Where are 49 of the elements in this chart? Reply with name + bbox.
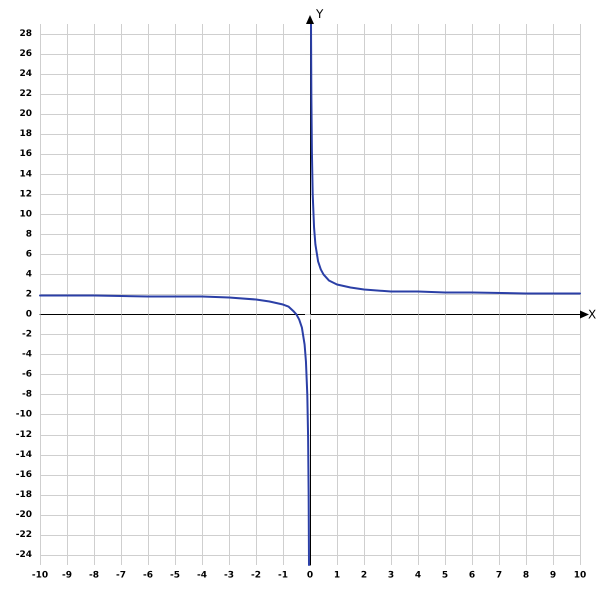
y-tick-label: 6 bbox=[26, 249, 32, 260]
x-tick-label: -5 bbox=[170, 570, 180, 580]
x-tick-label: 9 bbox=[550, 570, 556, 580]
y-tick-label: -24 bbox=[16, 550, 32, 560]
y-tick-label: 26 bbox=[19, 49, 32, 60]
y-tick-label: -8 bbox=[22, 390, 32, 400]
y-tick-label: 22 bbox=[19, 89, 32, 100]
y-tick-label: -16 bbox=[16, 470, 32, 480]
x-tick-label: 4 bbox=[414, 570, 422, 580]
x-tick-label: -4 bbox=[197, 570, 207, 580]
x-tick-label: 10 bbox=[574, 570, 586, 580]
x-tick-label: -7 bbox=[116, 570, 126, 580]
x-tick-label: -1 bbox=[278, 570, 288, 580]
x-tick-label: -3 bbox=[224, 570, 234, 580]
y-tick-label: 10 bbox=[19, 209, 32, 220]
y-tick-label: 4 bbox=[26, 269, 32, 280]
x-tick-label: 8 bbox=[522, 570, 530, 580]
y-tick-label: 14 bbox=[19, 169, 32, 180]
y-tick-label: -12 bbox=[16, 430, 32, 440]
y-tick-label: -14 bbox=[16, 450, 32, 460]
y-tick-label: 20 bbox=[19, 109, 32, 120]
y-axis-title: Y bbox=[315, 7, 324, 21]
y-tick-label: -18 bbox=[16, 490, 32, 500]
y-tick-label: 8 bbox=[26, 229, 32, 240]
y-tick-label: -6 bbox=[22, 370, 32, 380]
y-tick-label: 18 bbox=[19, 129, 32, 140]
x-tick-label: -6 bbox=[143, 570, 153, 580]
x-tick-label: 6 bbox=[468, 570, 476, 580]
x-tick-label: 3 bbox=[388, 570, 394, 580]
y-tick-label: -10 bbox=[16, 410, 32, 420]
x-tick-label: -2 bbox=[251, 570, 261, 580]
y-tick-label: -20 bbox=[16, 510, 32, 520]
x-tick-label: 2 bbox=[360, 570, 368, 580]
x-tick-label: 7 bbox=[496, 570, 502, 580]
x-tick-label: 1 bbox=[334, 570, 340, 580]
x-tick-label: -8 bbox=[89, 570, 99, 580]
x-tick-label: 0 bbox=[306, 570, 314, 580]
y-tick-label: 28 bbox=[19, 29, 32, 40]
y-tick-label: 16 bbox=[19, 149, 32, 160]
y-tick-label: -4 bbox=[22, 350, 32, 360]
y-tick-label: 12 bbox=[19, 189, 32, 200]
y-tick-label: 0 bbox=[26, 310, 32, 320]
y-tick-label: -2 bbox=[22, 330, 32, 340]
y-tick-label: 24 bbox=[19, 69, 32, 80]
y-tick-label: 2 bbox=[26, 290, 32, 300]
x-axis-title: X bbox=[588, 308, 596, 322]
x-tick-label: -9 bbox=[62, 570, 72, 580]
x-tick-label: 5 bbox=[442, 570, 448, 580]
y-tick-label: -22 bbox=[16, 530, 32, 540]
